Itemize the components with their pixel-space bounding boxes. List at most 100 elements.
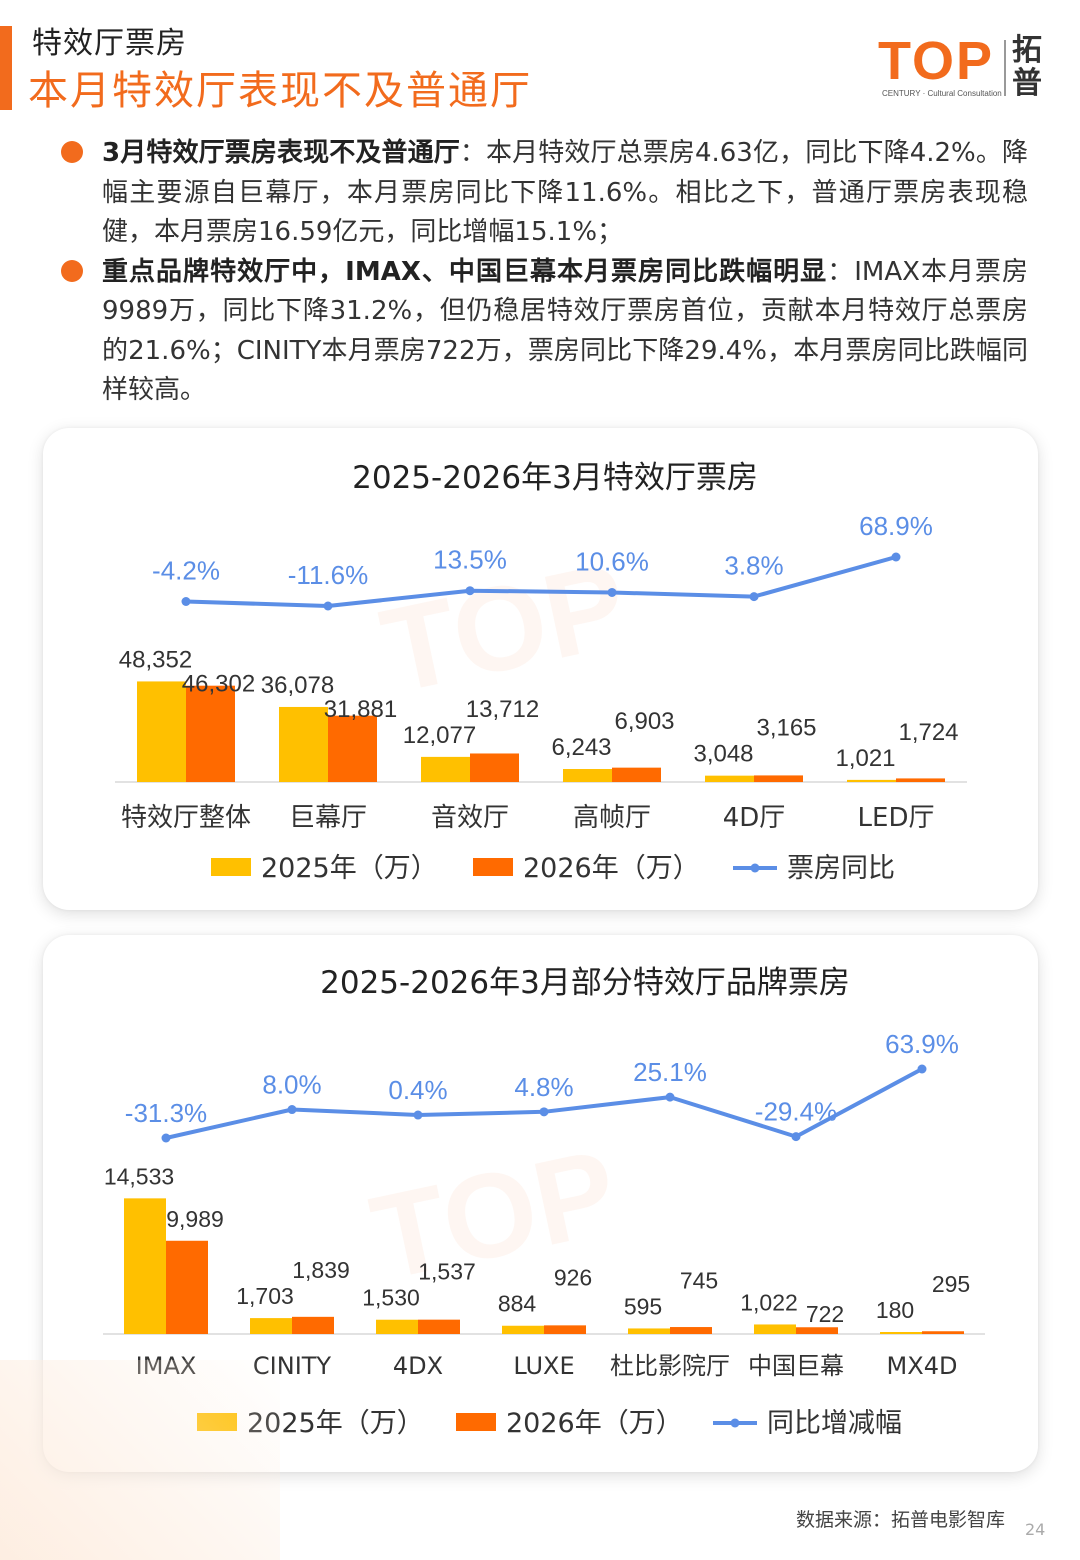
- logo-chinese-name: 拓普: [1012, 33, 1042, 101]
- bar-2025: [250, 1318, 292, 1334]
- bar-2026: [292, 1316, 334, 1334]
- chart-hall-types: 2025-2026年3月特效厅票房TOP48,35246,302特效厅整体36,…: [115, 460, 967, 884]
- data-label-2026: 295: [932, 1271, 970, 1297]
- bar-2026: [418, 1319, 460, 1334]
- growth-point: [749, 592, 759, 602]
- data-label-2026: 1,839: [292, 1257, 350, 1283]
- growth-point: [791, 1132, 801, 1142]
- growth-label: 0.4%: [388, 1075, 447, 1105]
- data-label-2025: 1,022: [740, 1289, 798, 1315]
- data-label-2025: 6,243: [551, 734, 611, 761]
- chart-card-brands: 2025-2026年3月部分特效厅品牌票房TOP14,5339,989IMAX1…: [43, 935, 1038, 1472]
- bar-2026: [470, 753, 519, 782]
- bar-2025: [376, 1319, 418, 1334]
- bullet-heading: 3月特效厅票房表现不及普通厅: [102, 138, 460, 168]
- bar-2026: [922, 1331, 964, 1334]
- category-label: 4DX: [393, 1352, 443, 1380]
- category-label: 高帧厅: [573, 803, 651, 833]
- bar-2026: [754, 775, 803, 782]
- data-label-2026: 1,537: [418, 1259, 476, 1285]
- bar-2026: [796, 1327, 838, 1334]
- growth-label: -11.6%: [288, 560, 368, 590]
- chart-brands: 2025-2026年3月部分特效厅品牌票房TOP14,5339,989IMAX1…: [103, 965, 985, 1439]
- bar-2025: [563, 769, 612, 782]
- legend-label-2025: 2025年（万）: [261, 853, 438, 884]
- category-label: 特效厅整体: [121, 803, 251, 833]
- data-label-2026: 31,881: [324, 696, 397, 723]
- bullet-heading: 重点品牌特效厅中，IMAX、中国巨幕本月票房同比跌幅明显: [102, 256, 828, 287]
- bar-2026: [544, 1325, 586, 1334]
- bar-2025: [124, 1198, 166, 1334]
- data-label-2026: 1,724: [898, 719, 958, 746]
- growth-label: -4.2%: [152, 555, 220, 585]
- data-label-2026: 3,165: [756, 715, 816, 742]
- bar-2025: [137, 681, 186, 782]
- logo-divider: [1004, 40, 1006, 96]
- data-label-2026: 46,302: [182, 670, 255, 697]
- growth-point: [917, 1064, 927, 1074]
- bar-2026: [328, 715, 377, 782]
- data-label-2025: 36,078: [261, 672, 334, 699]
- growth-point: [323, 601, 333, 611]
- legend-line-dot: [730, 1418, 740, 1428]
- category-label: LUXE: [513, 1352, 574, 1380]
- bar-2025: [880, 1332, 922, 1334]
- growth-label: 13.5%: [433, 545, 507, 575]
- bar-2025: [628, 1328, 670, 1334]
- data-label-2025: 180: [876, 1297, 914, 1323]
- chart-card-hall-types: 2025-2026年3月特效厅票房 TOP 48,352 46,302 特效厅整体 36,…: [43, 428, 1038, 910]
- growth-label: -29.4%: [755, 1097, 837, 1127]
- category-label: 4D厅: [723, 803, 786, 833]
- bar-2025: [502, 1325, 544, 1334]
- bar-2025: [421, 756, 470, 782]
- growth-point: [607, 587, 617, 597]
- data-label-2025: 1,703: [236, 1283, 294, 1309]
- bar-2026: [670, 1327, 712, 1334]
- data-label-2025: 884: [498, 1291, 537, 1317]
- bar-2026: [896, 778, 945, 782]
- bullet-text: ：IMAX本月票房9989万，同比下降31.2%，但仍稳居特效厅票房首位，贡献本…: [102, 256, 1028, 406]
- growth-point: [891, 552, 901, 562]
- bar-2026: [186, 685, 235, 782]
- data-label-2026: 9,989: [166, 1206, 224, 1232]
- data-label-2025: 14,533: [104, 1163, 174, 1189]
- category-label: 杜比影院厅: [610, 1352, 730, 1380]
- category-label: 中国巨幕: [748, 1352, 844, 1380]
- data-label-2025: 595: [624, 1293, 662, 1319]
- bullet-item: 3月特效厅票房表现不及普通厅：本月特效厅总票房4.63亿，同比下降4.2%。降幅…: [58, 134, 1028, 253]
- growth-line: [185, 555, 897, 608]
- decorative-corner: [0, 1360, 280, 1560]
- growth-point: [465, 586, 475, 596]
- logo-tagline: CENTURY · Cultural Consultation: [882, 89, 1002, 98]
- category-label: 音效厅: [431, 803, 509, 833]
- chart-title: 2025-2026年3月部分特效厅品牌票房: [320, 965, 850, 1001]
- legend-label-growth: 同比增减幅: [767, 1408, 902, 1439]
- bar-2026: [166, 1240, 208, 1334]
- growth-point: [161, 1133, 171, 1143]
- category-label: LED厅: [858, 803, 935, 833]
- data-label-2026: 926: [554, 1265, 592, 1291]
- legend-label-growth: 票房同比: [787, 853, 895, 884]
- bar-2025: [754, 1324, 796, 1334]
- logo-wordmark: TOP: [878, 31, 995, 91]
- data-label-2026: 6,903: [614, 708, 674, 735]
- section-subtitle: 特效厅票房: [32, 26, 187, 61]
- growth-label: 3.8%: [724, 551, 783, 581]
- bar-2026: [612, 767, 661, 782]
- growth-label: 68.9%: [859, 511, 933, 541]
- bullet-item: 重点品牌特效厅中，IMAX、中国巨幕本月票房同比跌幅明显：IMAX本月票房998…: [58, 253, 1028, 411]
- data-label-2025: 1,021: [835, 745, 895, 772]
- bullet-dot-icon: [61, 141, 83, 163]
- growth-label: 25.1%: [633, 1057, 707, 1087]
- brand-logo: TOP CENTURY · Cultural Consultation 拓普: [878, 34, 1053, 104]
- legend-line-dot: [750, 863, 760, 873]
- data-label-2026: 722: [806, 1301, 844, 1327]
- chart-title: 2025-2026年3月特效厅票房: [352, 460, 758, 496]
- data-label-2025: 48,352: [119, 646, 192, 673]
- header-accent-bar: [0, 26, 12, 110]
- summary-bullets: 3月特效厅票房表现不及普通厅：本月特效厅总票房4.63亿，同比下降4.2%。降幅…: [58, 134, 1028, 411]
- growth-label: 4.8%: [514, 1072, 573, 1102]
- legend-label-2026: 2026年（万）: [523, 853, 700, 884]
- growth-label: 8.0%: [262, 1070, 321, 1100]
- bullet-text: ：本月特效厅总票房4.63亿，同比下降4.2%。降幅主要源自巨幕厅，本月票房同比…: [102, 138, 1028, 247]
